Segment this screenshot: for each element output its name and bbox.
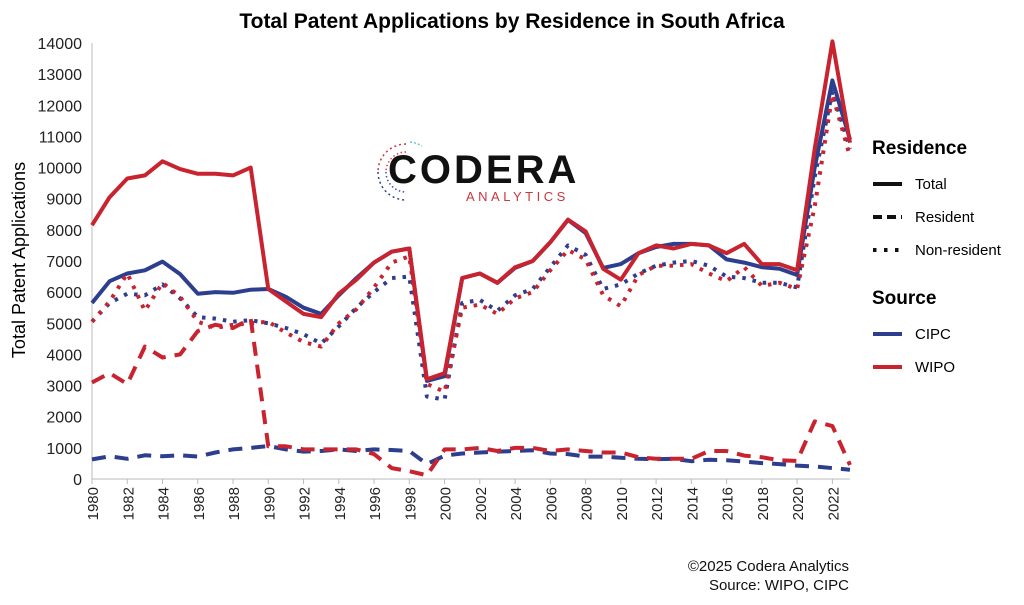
x-tick-label: 2020 (790, 487, 807, 520)
x-tick-label: 1998 (402, 487, 419, 520)
legend-label-total: Total (915, 176, 947, 193)
y-tick-label: 12000 (38, 98, 83, 115)
axes: 0 1000 2000 3000 4000 5000 6000 7000 8000 9000 100… (38, 36, 850, 520)
legend-label-non-resident: Non-resident (915, 242, 1002, 259)
series-line-wipo-total (90, 39, 852, 382)
legend: Residence Total Resident Non-resident Source… (872, 138, 1002, 376)
x-tick-label: 2016 (720, 487, 737, 520)
x-tick-label: 1986 (191, 487, 208, 520)
x-tick-label: 2010 (614, 487, 631, 520)
y-tick-label: 10000 (38, 161, 83, 178)
x-tick-label: 2004 (508, 487, 525, 520)
series-line-cipc-non-resident (90, 89, 852, 402)
x-tick-label: 2008 (579, 487, 596, 520)
x-tick-label: 1980 (85, 487, 102, 520)
x-tick-label: 1992 (297, 487, 314, 520)
logo-name: CODERA (388, 148, 580, 192)
footer-copyright: ©2025 Codera Analytics (687, 558, 849, 575)
y-tick-label: 13000 (38, 67, 83, 84)
x-tick-label: 2002 (473, 487, 490, 520)
x-tick-label: 1988 (226, 487, 243, 520)
y-tick-label: 7000 (46, 254, 82, 271)
y-tick-label: 4000 (46, 347, 82, 364)
x-tick-label: 1990 (261, 487, 278, 520)
legend-source-title: Source (872, 288, 936, 309)
series-line-wipo-non-resident (90, 92, 852, 394)
y-tick-label: 8000 (46, 223, 82, 240)
series-line-cipc-resident (91, 444, 851, 472)
y-tick-label: 5000 (46, 316, 82, 333)
y-tick-label: 6000 (46, 285, 82, 302)
legend-label-resident: Resident (915, 209, 975, 226)
y-tick-label: 2000 (46, 410, 82, 427)
y-tick-label: 11000 (39, 129, 82, 146)
logo-subtitle: ANALYTICS (466, 189, 569, 204)
footer-source: Source: WIPO, CIPC (708, 577, 849, 594)
x-tick-label: 2022 (825, 487, 842, 520)
series-group (90, 39, 852, 478)
logo-mark-icon (377, 141, 423, 201)
y-tick-label: 9000 (46, 192, 82, 209)
x-tick-label: 1994 (332, 487, 349, 520)
y-tick-label: 1000 (46, 441, 82, 458)
x-tick-label: 2006 (543, 487, 560, 520)
legend-label-wipo: WIPO (915, 359, 955, 376)
x-tick-label: 2014 (684, 487, 701, 520)
x-tick-label: 1996 (367, 487, 384, 520)
x-tick-label: 1982 (120, 487, 137, 520)
codera-logo: CODERA ANALYTICS (370, 140, 590, 210)
y-axis-label: Total Patent Applications (9, 162, 29, 358)
series-line-cipc-total (90, 78, 852, 383)
series-line-wipo-resident (91, 316, 852, 478)
x-tick-label: 1984 (156, 487, 173, 520)
legend-label-cipc: CIPC (915, 326, 951, 343)
y-tick-label: 14000 (38, 36, 83, 53)
y-tick-label: 3000 (46, 379, 82, 396)
x-tick-label: 2018 (755, 487, 772, 520)
y-tick-label: 0 (73, 472, 82, 489)
x-tick-label: 2012 (649, 487, 666, 520)
x-tick-label: 2000 (438, 487, 455, 520)
legend-residence-title: Residence (872, 138, 967, 159)
chart-title: Total Patent Applications by Residence i… (239, 10, 785, 33)
